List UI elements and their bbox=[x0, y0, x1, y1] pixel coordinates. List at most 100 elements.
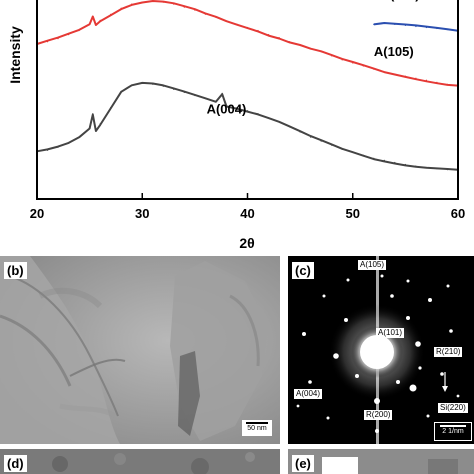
xrd-data-point bbox=[152, 0, 154, 2]
xrd-data-point bbox=[415, 165, 417, 167]
xrd-data-point bbox=[362, 65, 364, 67]
xrd-data-point bbox=[110, 107, 112, 109]
spot-label-r210: R(210) bbox=[434, 347, 463, 357]
xrd-data-point bbox=[331, 55, 333, 57]
xrd-data-point bbox=[57, 38, 59, 40]
xrd-data-point bbox=[57, 146, 59, 148]
xrd-data-point bbox=[46, 149, 49, 151]
panel-e-label: (e) bbox=[292, 455, 314, 472]
tem-image-panel-e: (e) bbox=[288, 449, 474, 474]
xrd-data-point bbox=[120, 90, 122, 92]
xrd-peak-annotation: R(211) bbox=[381, 0, 420, 2]
xrd-data-point bbox=[46, 41, 49, 43]
xrd-data-point bbox=[110, 13, 112, 15]
xrd-data-point bbox=[341, 59, 343, 61]
xrd-data-point bbox=[320, 140, 322, 142]
xrd-peak-annotation: A(004) bbox=[207, 102, 247, 117]
xrd-peak-annotation: A(105) bbox=[374, 44, 414, 59]
xrd-data-point bbox=[89, 127, 91, 129]
xrd-data-point bbox=[415, 77, 417, 79]
xrd-data-point bbox=[120, 7, 122, 9]
xrd-data-point bbox=[246, 110, 249, 112]
x-axis-label: 2θ bbox=[239, 235, 254, 251]
xrd-data-point bbox=[204, 13, 206, 15]
plot-frame bbox=[36, 0, 459, 200]
xrd-data-point bbox=[373, 23, 375, 25]
xrd-data-point bbox=[404, 75, 406, 77]
xrd-data-point bbox=[373, 68, 375, 70]
xrd-data-point bbox=[352, 62, 354, 64]
xrd-data-point bbox=[78, 29, 80, 32]
panel-d-label: (d) bbox=[4, 455, 27, 472]
xrd-data-point bbox=[425, 26, 427, 29]
xrd-data-point bbox=[92, 15, 94, 17]
xrd-data-point bbox=[268, 34, 270, 36]
xrd-series-line bbox=[373, 22, 459, 32]
xrd-data-point bbox=[99, 19, 101, 21]
x-tick-label: 50 bbox=[346, 206, 360, 221]
xrd-data-point bbox=[92, 113, 94, 115]
panel-b-scalebar: 50 nm bbox=[242, 420, 272, 436]
xrd-data-point bbox=[68, 34, 70, 36]
xrd-data-point bbox=[310, 48, 312, 50]
xrd-data-point bbox=[173, 3, 175, 5]
xrd-data-point bbox=[183, 6, 185, 8]
xrd-data-point bbox=[257, 113, 259, 115]
xrd-data-point bbox=[299, 44, 301, 46]
tem-image-panel-d: (d) bbox=[0, 449, 280, 474]
xrd-data-point bbox=[141, 82, 143, 84]
xrd-data-point bbox=[173, 88, 175, 90]
x-tick-group: 20 30 40 50 60 bbox=[30, 193, 465, 221]
xrd-data-point bbox=[425, 79, 427, 81]
tem-image-d bbox=[0, 449, 280, 474]
tem-image-b bbox=[0, 256, 280, 444]
xrd-data-point bbox=[204, 97, 206, 100]
spot-label-r200: R(200) bbox=[364, 410, 393, 420]
si220-arrowhead bbox=[442, 386, 448, 392]
xrd-data-point bbox=[236, 107, 238, 109]
xrd-data-point bbox=[215, 16, 217, 18]
panel-c-label: (c) bbox=[292, 262, 314, 279]
xrd-data-point bbox=[89, 23, 91, 25]
xrd-data-point bbox=[131, 3, 133, 5]
xrd-data-point bbox=[95, 129, 97, 131]
x-tick-label: 20 bbox=[30, 206, 44, 221]
xrd-data-point bbox=[194, 9, 196, 11]
xrd-data-point bbox=[95, 23, 97, 25]
xrd-data-point bbox=[394, 23, 396, 25]
xrd-data-point bbox=[183, 91, 185, 93]
xrd-data-point bbox=[436, 27, 438, 30]
xrd-data-point bbox=[446, 83, 449, 85]
y-axis-label: Intensity bbox=[7, 26, 23, 84]
xrd-data-point bbox=[68, 142, 70, 144]
xrd-data-point bbox=[225, 105, 228, 107]
xrd-data-point bbox=[446, 28, 449, 31]
scalebar-text: 50 nm bbox=[247, 425, 267, 432]
xrd-data-point bbox=[394, 161, 396, 164]
spot-label-a105: A(105) bbox=[358, 260, 387, 270]
xrd-data-point bbox=[404, 24, 406, 26]
xrd-data-point bbox=[78, 136, 80, 138]
xrd-data-point bbox=[373, 157, 375, 159]
spot-label-a004: A(004) bbox=[294, 389, 323, 399]
xrd-data-point bbox=[404, 163, 406, 166]
xrd-data-point bbox=[246, 26, 249, 29]
xrd-data-point bbox=[446, 169, 449, 171]
xrd-data-point bbox=[162, 1, 164, 3]
xrd-data-point bbox=[362, 154, 364, 156]
xrd-data-point bbox=[341, 148, 343, 150]
xrd-data-point bbox=[278, 37, 280, 39]
panel-c-scalebar: 2 1/nm bbox=[434, 422, 472, 441]
xrd-data-point bbox=[221, 92, 223, 94]
xrd-data-point bbox=[268, 117, 270, 119]
xrd-data-point bbox=[278, 121, 280, 123]
xrd-data-point bbox=[152, 83, 154, 85]
xrd-data-point bbox=[436, 81, 438, 83]
xrd-data-point bbox=[320, 51, 322, 53]
xrd-data-point bbox=[141, 1, 143, 3]
tem-image-panel-b: (b) 50 nm bbox=[0, 256, 280, 444]
tem-image-e bbox=[288, 449, 474, 474]
xrd-data-point bbox=[383, 22, 385, 24]
xrd-data-point bbox=[162, 85, 164, 87]
